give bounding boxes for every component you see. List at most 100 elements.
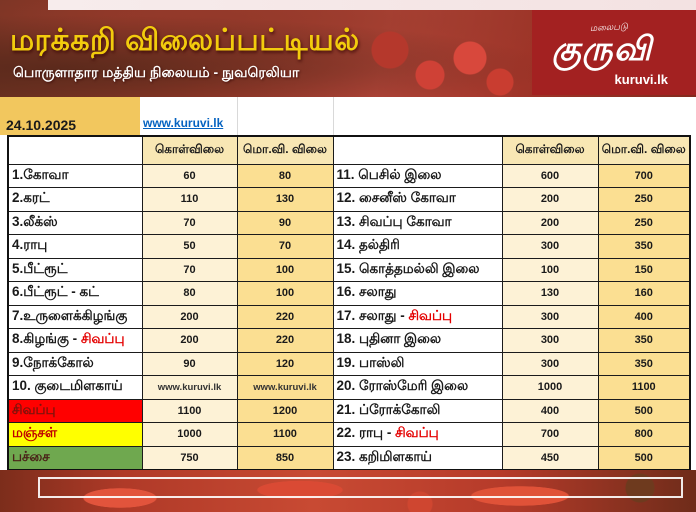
retail-price-cell: 250 — [597, 187, 691, 212]
date-value: 24.10.2025 — [6, 117, 77, 133]
item-name-cell: 4.ராபு — [7, 234, 143, 259]
buy-price-cell: 1000 — [501, 375, 599, 400]
retail-price-cell: 70 — [236, 234, 334, 259]
buy-price-cell: 200 — [501, 210, 599, 235]
retail-price-cell: 220 — [236, 328, 334, 353]
item-name-cell: 18. புதினா இலை — [332, 328, 503, 353]
retail-price-cell: 130 — [236, 187, 334, 212]
kuruvi-logo: மலைபடு குருவி kuruvi.lk — [532, 10, 696, 95]
banner-top-strip — [48, 0, 696, 10]
buy-price-cell: 600 — [501, 163, 599, 188]
retail-price-header: மொ.வி. விலை — [597, 135, 691, 165]
color-swatch-cell-red: சிவப்பு — [7, 398, 143, 423]
retail-price-cell: 800 — [597, 422, 691, 447]
grid-line — [237, 97, 238, 135]
buy-price-cell: 100 — [501, 257, 599, 282]
table-row: 3.லீக்ஸ் 70 90 13. சிவப்பு கோவா 200 250 — [7, 210, 691, 235]
buy-price-cell: 130 — [501, 281, 599, 306]
retail-price-cell: 1100 — [236, 422, 334, 447]
page-title: மரக்கறி விலைப்பட்டியல் — [10, 24, 360, 57]
item-name-cell: 2.கரட் — [7, 187, 143, 212]
retail-price-cell: 1100 — [597, 375, 691, 400]
retail-price-cell: 100 — [236, 281, 334, 306]
buy-price-cell: 70 — [141, 210, 238, 235]
item-name-cell: 8.கிழங்கு - சிவப்பு — [7, 328, 143, 353]
retail-price-cell: 100 — [236, 257, 334, 282]
item-name-cell: 23. கறிமிளகாய் — [332, 445, 503, 470]
price-table: கொள்விலை மொ.வி. விலை கொள்விலை மொ.வி. வில… — [7, 135, 691, 471]
buy-price-cell: 70 — [141, 257, 238, 282]
item-name-cell: 13. சிவப்பு கோவா — [332, 210, 503, 235]
retail-price-cell: 160 — [597, 281, 691, 306]
table-row: 8.கிழங்கு - சிவப்பு 200 220 18. புதினா இ… — [7, 328, 691, 353]
retail-price-cell: 500 — [597, 398, 691, 423]
empty-header-cell — [332, 135, 503, 165]
buy-price-cell: www.kuruvi.lk — [141, 375, 238, 400]
item-name-cell: 12. சைனீஸ் கோவா — [332, 187, 503, 212]
table-header-row: கொள்விலை மொ.வி. விலை கொள்விலை மொ.வி. வில… — [7, 135, 691, 165]
retail-price-cell: 220 — [236, 304, 334, 329]
buy-price-header: கொள்விலை — [501, 135, 599, 165]
retail-price-cell: 700 — [597, 163, 691, 188]
buy-price-cell: 300 — [501, 351, 599, 376]
color-swatch-cell-yellow: மஞ்சள் — [7, 422, 143, 447]
buy-price-cell: 700 — [501, 422, 599, 447]
table-row: 2.கரட் 110 130 12. சைனீஸ் கோவா 200 250 — [7, 187, 691, 212]
item-name-cell: 20. ரோஸ்மேரி இலை — [332, 375, 503, 400]
retail-price-cell: www.kuruvi.lk — [236, 375, 334, 400]
buy-price-cell: 750 — [141, 445, 238, 470]
item-name-cell: 22. ராபு - சிவப்பு — [332, 422, 503, 447]
website-link[interactable]: www.kuruvi.lk — [143, 116, 224, 130]
item-name-cell: 21. ப்ரோக்கோலி — [332, 398, 503, 423]
empty-header-cell — [7, 135, 143, 165]
item-name-cell: 3.லீக்ஸ் — [7, 210, 143, 235]
buy-price-cell: 1100 — [141, 398, 238, 423]
item-name-cell: 17. சலாது - சிவப்பு — [332, 304, 503, 329]
item-name-cell: 9.நோக்கோல் — [7, 351, 143, 376]
buy-price-cell: 300 — [501, 234, 599, 259]
retail-price-cell: 80 — [236, 163, 334, 188]
item-name-cell: 6.பீட்ரூட் - கட் — [7, 281, 143, 306]
retail-price-cell: 350 — [597, 328, 691, 353]
date-cell: 24.10.2025 — [0, 97, 140, 135]
buy-price-cell: 90 — [141, 351, 238, 376]
retail-price-cell: 350 — [597, 234, 691, 259]
table-row: பச்சை 750 850 23. கறிமிளகாய் 450 500 — [7, 445, 691, 470]
page-subtitle: பொருளாதார மத்திய நிலையம் - நுவரெலியா — [13, 64, 300, 80]
color-swatch-cell-green: பச்சை — [7, 445, 143, 470]
table-row: 6.பீட்ரூட் - கட் 80 100 16. சலாது 130 16… — [7, 281, 691, 306]
photo-frame-border — [38, 477, 683, 498]
item-name-cell: 15. கொத்தமல்லி இலை — [332, 257, 503, 282]
item-name-cell: 16. சலாது — [332, 281, 503, 306]
item-name-cell: 11. பெசில் இலை — [332, 163, 503, 188]
retail-price-cell: 120 — [236, 351, 334, 376]
buy-price-cell: 80 — [141, 281, 238, 306]
table-row: 5.பீட்ரூட் 70 100 15. கொத்தமல்லி இலை 100… — [7, 257, 691, 282]
buy-price-cell: 400 — [501, 398, 599, 423]
table-row: 9.நோக்கோல் 90 120 19. பாஸ்லி 300 350 — [7, 351, 691, 376]
buy-price-cell: 450 — [501, 445, 599, 470]
buy-price-cell: 300 — [501, 328, 599, 353]
retail-price-cell: 400 — [597, 304, 691, 329]
item-name-cell: 19. பாஸ்லி — [332, 351, 503, 376]
logo-site-label: kuruvi.lk — [614, 72, 668, 87]
retail-price-cell: 1200 — [236, 398, 334, 423]
retail-price-cell: 350 — [597, 351, 691, 376]
retail-price-cell: 850 — [236, 445, 334, 470]
table-row: 10. குடைமிளகாய் www.kuruvi.lk www.kuruvi… — [7, 375, 691, 400]
grid-line — [333, 97, 334, 135]
table-row: 7.உருளைக்கிழங்கு 200 220 17. சலாது - சிவ… — [7, 304, 691, 329]
item-name-cell: 5.பீட்ரூட் — [7, 257, 143, 282]
item-name-cell: 7.உருளைக்கிழங்கு — [7, 304, 143, 329]
item-name-cell: 1.கோவா — [7, 163, 143, 188]
bottom-photo-strip — [0, 470, 696, 512]
table-row: 4.ராபு 50 70 14. தல்திரி 300 350 — [7, 234, 691, 259]
banner-photo: மரக்கறி விலைப்பட்டியல் பொருளாதார மத்திய … — [0, 0, 696, 97]
retail-price-cell: 150 — [597, 257, 691, 282]
item-name-cell: 14. தல்திரி — [332, 234, 503, 259]
retail-price-cell: 90 — [236, 210, 334, 235]
table-row: சிவப்பு 1100 1200 21. ப்ரோக்கோலி 400 500 — [7, 398, 691, 423]
buy-price-cell: 110 — [141, 187, 238, 212]
retail-price-header: மொ.வி. விலை — [236, 135, 334, 165]
